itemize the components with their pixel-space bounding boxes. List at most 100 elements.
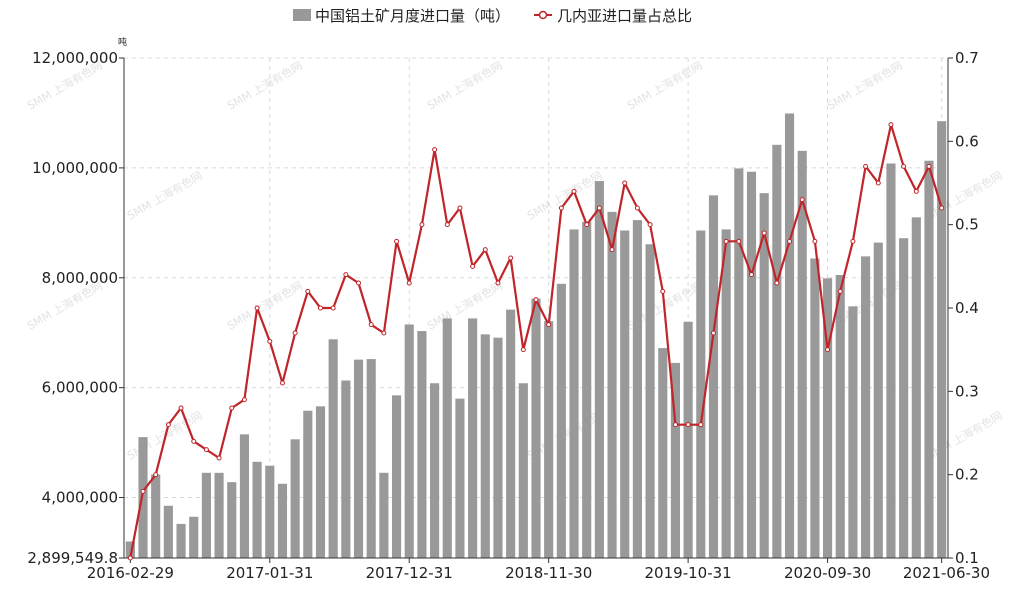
watermark-text: SMM 上海有色网 xyxy=(225,278,305,332)
watermark-text: SMM 上海有色网 xyxy=(525,168,605,222)
bar-import-volume xyxy=(315,406,326,558)
bar-import-volume xyxy=(645,244,655,558)
left-axis-tick-label: 10,000,000 xyxy=(32,159,118,177)
bar-import-volume xyxy=(125,541,135,558)
guinea-share-point xyxy=(926,163,932,169)
guinea-share-point xyxy=(558,205,564,211)
bar-import-volume xyxy=(759,193,769,558)
bar-import-volume xyxy=(366,359,376,558)
guinea-share-point xyxy=(749,272,755,278)
bar-import-volume xyxy=(911,217,921,559)
bar-import-volume xyxy=(746,171,757,558)
bar-import-volume xyxy=(176,523,186,558)
guinea-share-point xyxy=(825,347,831,353)
bar-import-volume xyxy=(290,439,300,558)
bar-import-volume xyxy=(810,258,820,558)
guinea-share-point xyxy=(863,163,869,169)
guinea-share-point xyxy=(736,238,742,244)
guinea-share-point xyxy=(482,247,488,253)
bar-import-volume xyxy=(277,483,288,558)
bar-import-volume xyxy=(341,380,351,558)
guinea-share-point xyxy=(470,263,476,269)
bar-import-volume xyxy=(835,275,845,558)
guinea-share-point xyxy=(913,188,919,194)
guinea-share-point xyxy=(419,222,425,228)
bar-import-volume xyxy=(632,220,642,558)
watermark-text: SMM 上海有色网 xyxy=(425,58,505,112)
right-axis-tick-label: 0.2 xyxy=(955,466,979,484)
guinea-share-point xyxy=(457,205,463,211)
bar-import-volume xyxy=(417,331,427,558)
bar-import-volume xyxy=(556,283,566,558)
bar-import-volume xyxy=(721,229,731,558)
guinea-share-point xyxy=(191,438,197,444)
x-axis-tick-label: 2018-11-30 xyxy=(505,564,592,582)
guinea-share-point xyxy=(330,305,336,311)
guinea-share-point xyxy=(343,272,349,278)
watermark-text: SMM 上海有色网 xyxy=(925,408,1005,462)
guinea-share-point xyxy=(229,405,235,411)
guinea-share-point xyxy=(939,205,945,211)
bar-import-volume xyxy=(328,339,338,558)
bar-import-volume xyxy=(582,221,592,559)
bar-import-volume xyxy=(544,321,554,558)
guinea-share-point xyxy=(140,488,146,494)
bar-import-volume xyxy=(163,505,173,558)
bar-import-volume xyxy=(265,465,275,558)
guinea-share-point xyxy=(571,188,577,194)
guinea-share-point xyxy=(837,288,843,294)
left-axis-tick-label: 2,899,549.8 xyxy=(27,549,118,567)
guinea-share-point xyxy=(254,305,260,311)
guinea-share-point xyxy=(761,230,767,236)
left-axis-tick-label: 8,000,000 xyxy=(42,269,118,287)
x-axis-tick-label: 2017-01-31 xyxy=(226,564,313,582)
legend-bar-swatch xyxy=(293,9,311,21)
guinea-share-point xyxy=(901,163,907,169)
bar-import-volume xyxy=(569,229,579,558)
bar-import-volume xyxy=(239,434,249,558)
guinea-share-point xyxy=(774,280,780,286)
x-axis-tick-label: 2017-12-31 xyxy=(366,564,453,582)
guinea-share-point xyxy=(875,180,881,186)
right-axis-tick-label: 0.6 xyxy=(955,132,979,150)
watermark-text: SMM 上海有色网 xyxy=(425,278,505,332)
bar-import-volume xyxy=(506,309,516,558)
guinea-share-point xyxy=(647,222,653,228)
line-series xyxy=(127,122,945,561)
legend: 中国铝土矿月度进口量（吨） 几内亚进口量占总比 xyxy=(293,7,692,25)
guinea-share-point xyxy=(546,322,552,328)
bar-import-volume xyxy=(683,321,693,558)
bar-import-volume xyxy=(151,474,161,558)
bar-import-volume xyxy=(531,298,541,558)
guinea-share-point xyxy=(153,472,159,478)
guinea-share-point xyxy=(394,238,400,244)
bar-import-volume xyxy=(658,348,668,558)
left-axis-unit: 吨 xyxy=(118,36,127,48)
guinea-share-point xyxy=(444,222,450,228)
bar-import-volume xyxy=(455,398,465,558)
guinea-share-point xyxy=(596,205,602,211)
guinea-share-point xyxy=(812,238,818,244)
watermark-text: SMM 上海有色网 xyxy=(125,168,205,222)
watermark-text: SMM 上海有色网 xyxy=(225,58,305,112)
x-axis-tick-label: 2020-09-30 xyxy=(784,564,871,582)
bar-import-volume xyxy=(442,318,452,558)
bar-import-volume xyxy=(734,168,744,559)
bar-import-volume xyxy=(797,150,807,559)
bar-import-volume xyxy=(379,472,389,558)
bar-import-volume xyxy=(937,121,947,558)
guinea-share-point xyxy=(520,347,526,353)
guinea-share-point xyxy=(432,147,438,153)
axes: 2,899,549.8 4,000,000 6,000,000 8,000,000 10… xyxy=(27,49,990,582)
watermark-text: SMM 上海有色网 xyxy=(825,58,905,112)
guinea-share-point xyxy=(533,297,539,303)
bar-import-volume xyxy=(138,437,148,558)
guinea-share-point xyxy=(723,238,729,244)
guinea-share-point xyxy=(178,405,184,411)
legend-bar-label: 中国铝土矿月度进口量（吨） xyxy=(315,7,510,25)
left-axis-tick-label: 6,000,000 xyxy=(42,379,118,397)
bar-import-volume xyxy=(823,278,833,558)
guinea-share-point xyxy=(279,380,285,386)
guinea-share-point xyxy=(203,447,209,453)
guinea-share-point xyxy=(622,180,628,186)
